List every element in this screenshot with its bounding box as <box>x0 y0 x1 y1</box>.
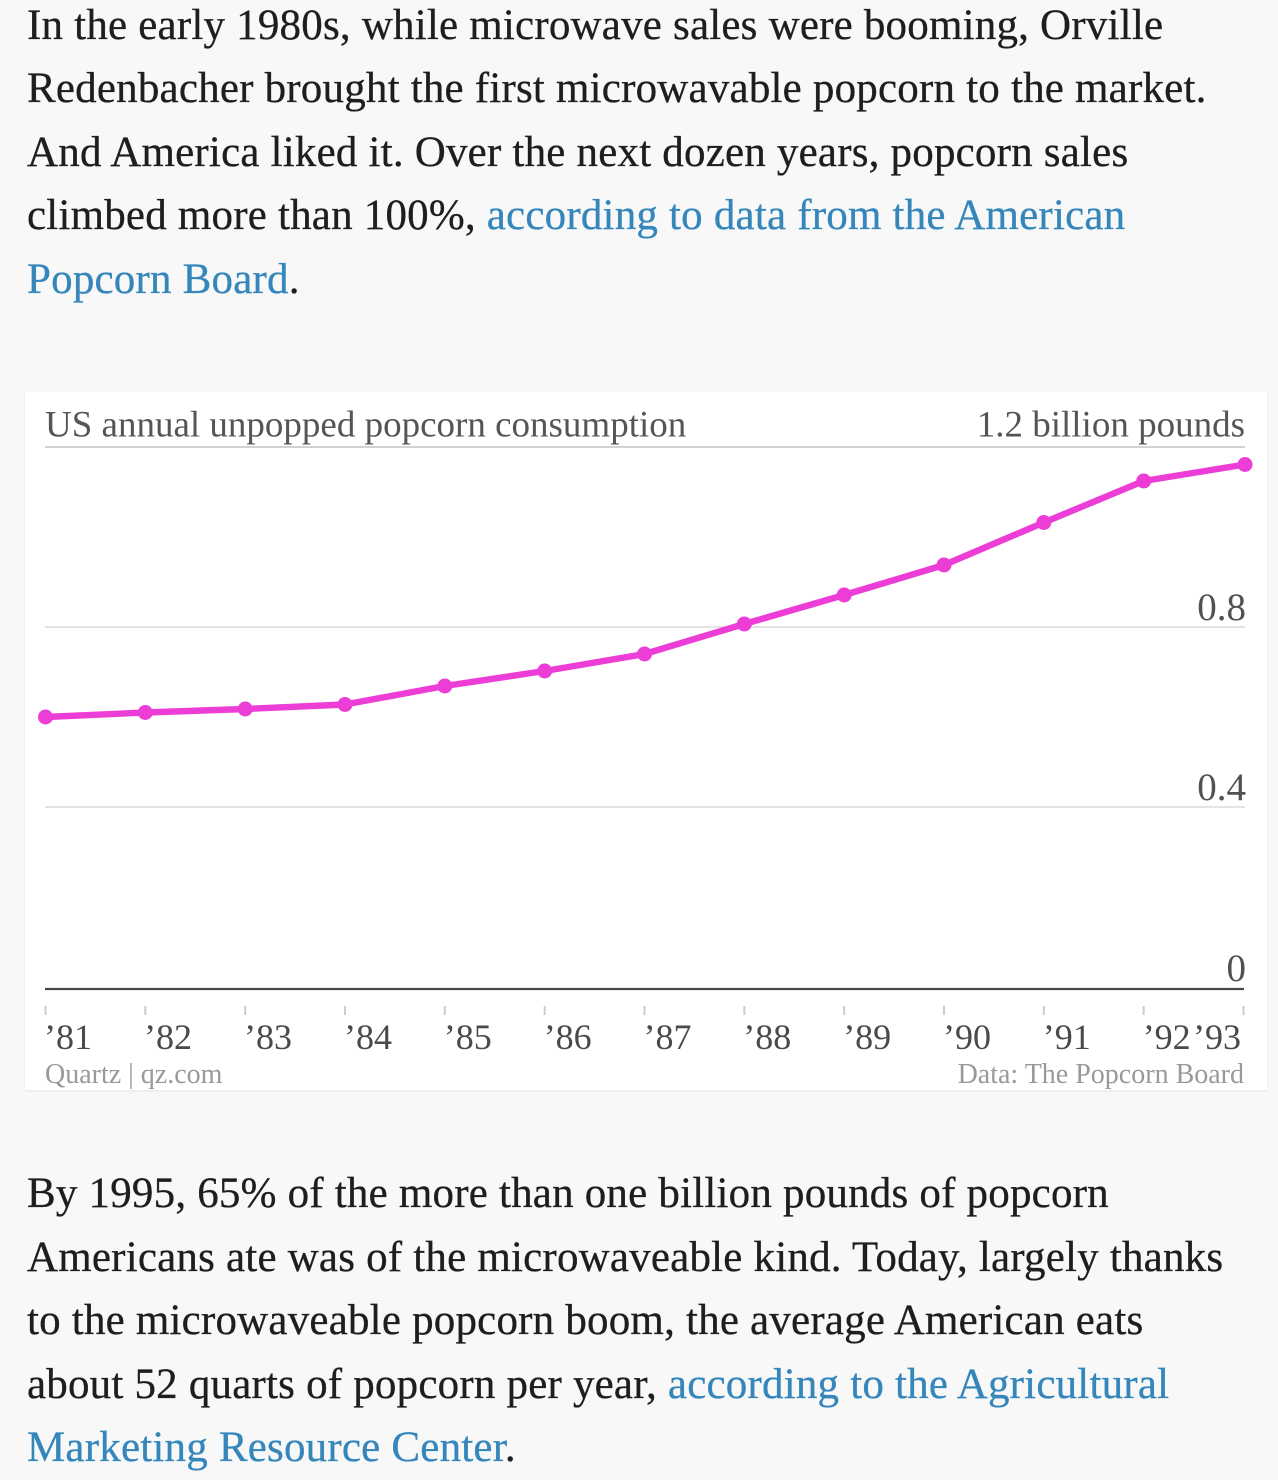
svg-text:’81: ’81 <box>44 1017 92 1057</box>
svg-text:’85: ’85 <box>444 1017 492 1057</box>
svg-text:0.8: 0.8 <box>1197 586 1246 629</box>
svg-text:’87: ’87 <box>644 1017 692 1057</box>
svg-text:’90: ’90 <box>943 1017 991 1057</box>
svg-text:’91: ’91 <box>1043 1017 1091 1057</box>
svg-text:US annual unpopped popcorn con: US annual unpopped popcorn consumption <box>45 405 686 446</box>
svg-text:’88: ’88 <box>743 1017 791 1057</box>
svg-text:1.2 billion pounds: 1.2 billion pounds <box>977 405 1245 446</box>
svg-text:0: 0 <box>1227 947 1247 990</box>
svg-text:0.4: 0.4 <box>1197 766 1246 809</box>
svg-text:’86: ’86 <box>544 1017 592 1057</box>
svg-text:Data: The Popcorn Board: Data: The Popcorn Board <box>958 1059 1244 1090</box>
svg-text:’82: ’82 <box>144 1017 192 1057</box>
svg-text:’83: ’83 <box>244 1017 292 1057</box>
svg-text:’89: ’89 <box>843 1017 891 1057</box>
svg-text:’84: ’84 <box>344 1017 392 1057</box>
svg-text:’93: ’93 <box>1193 1017 1241 1057</box>
svg-text:’92: ’92 <box>1143 1017 1191 1057</box>
svg-text:Quartz | qz.com: Quartz | qz.com <box>45 1059 223 1090</box>
